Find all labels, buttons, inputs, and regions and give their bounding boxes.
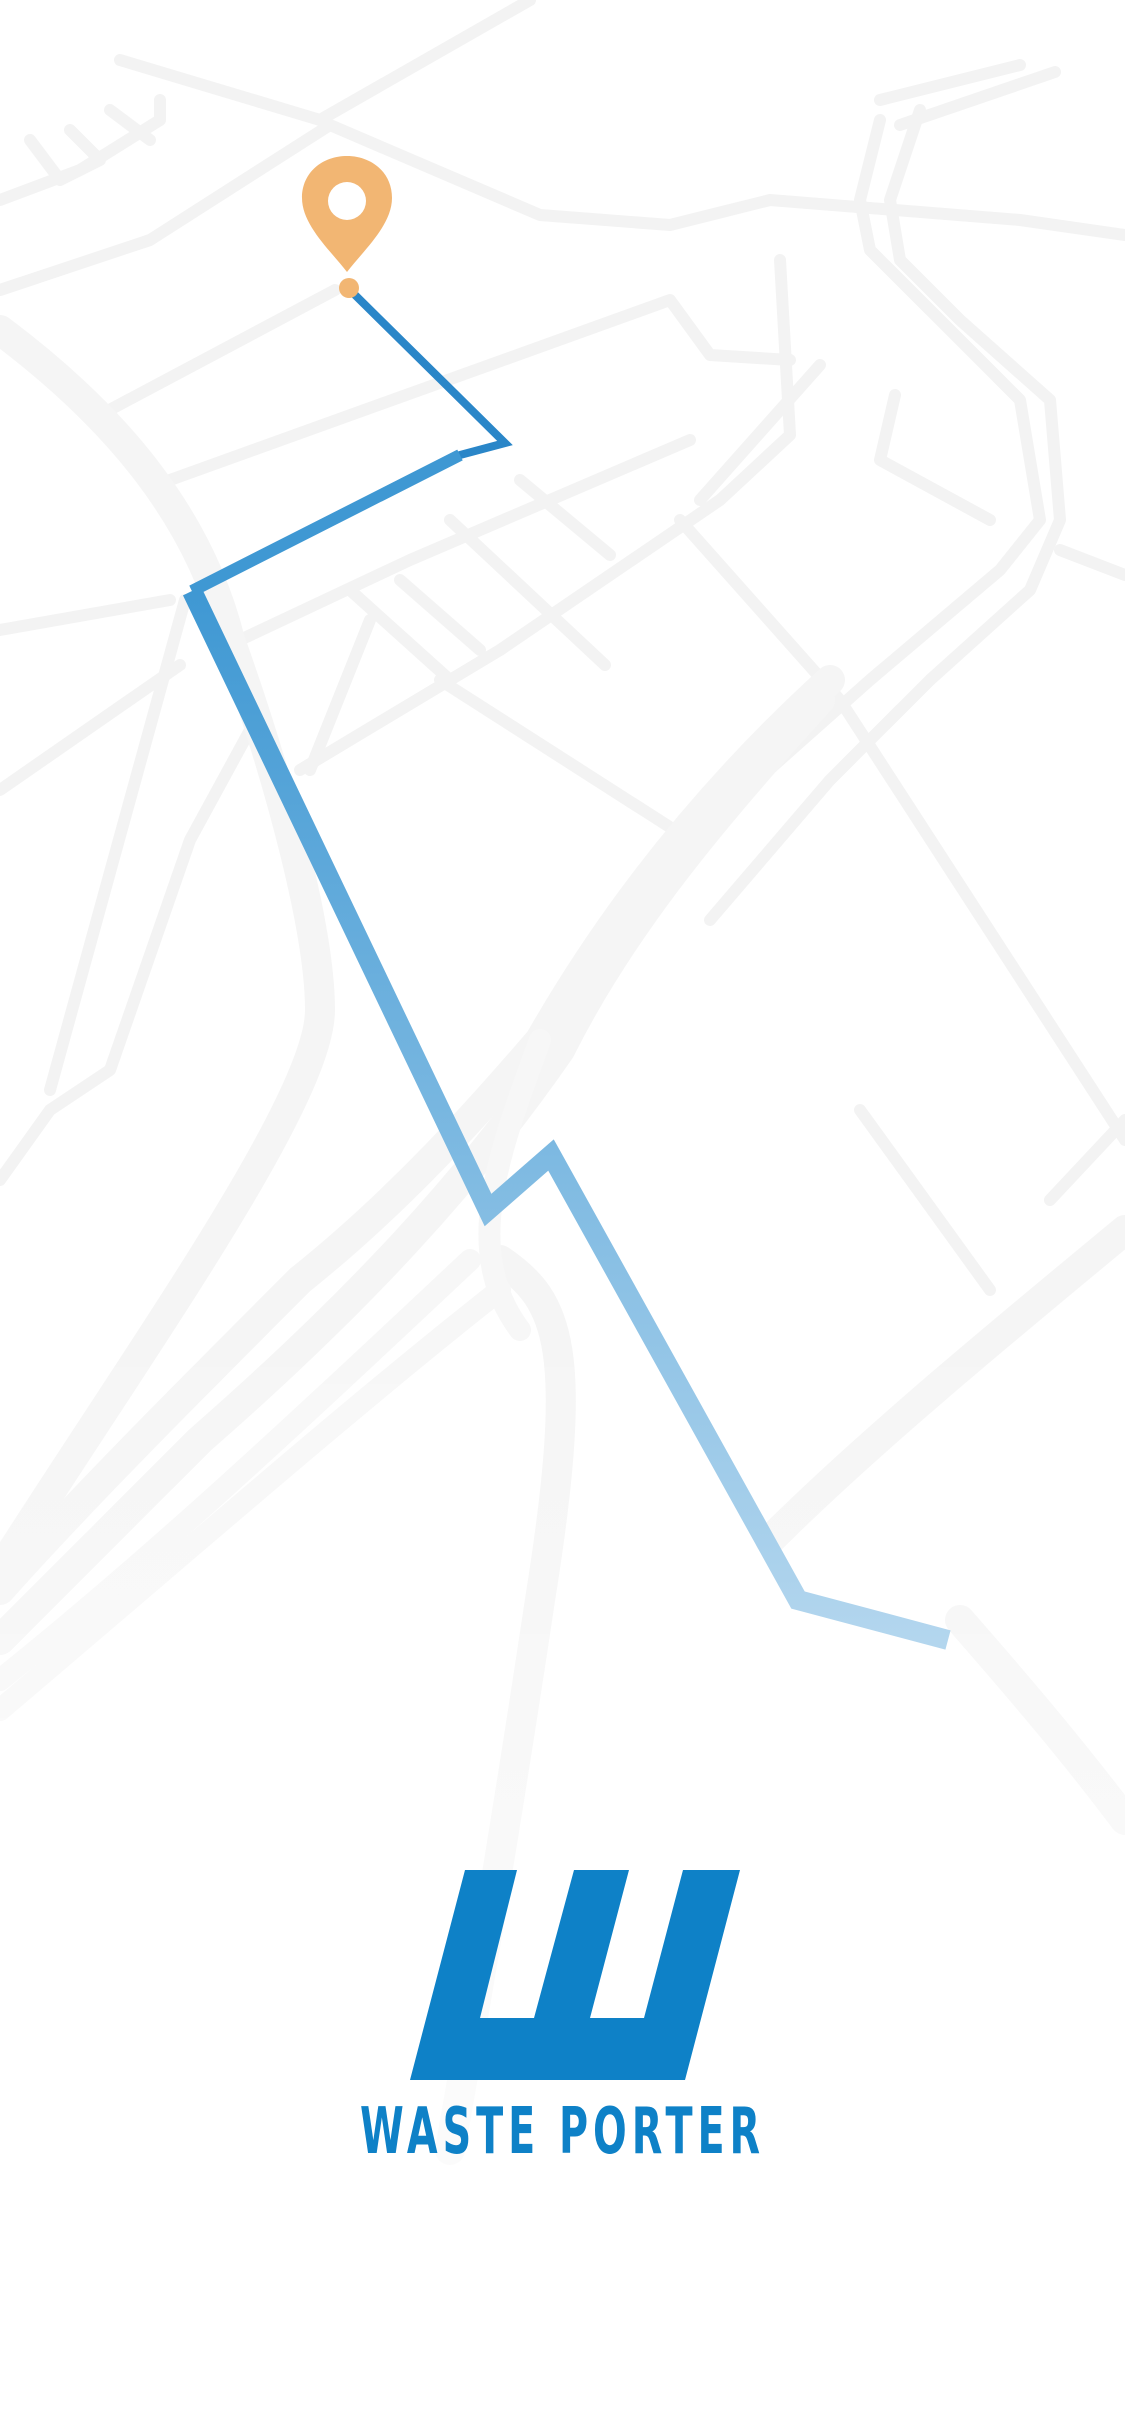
location-pin-icon <box>302 156 392 298</box>
map-fade-overlay <box>0 1300 1125 2436</box>
route-line <box>182 285 951 1650</box>
w-monogram-logo <box>410 1870 740 2080</box>
brand-name: WASTE PORTER <box>359 2095 766 2169</box>
